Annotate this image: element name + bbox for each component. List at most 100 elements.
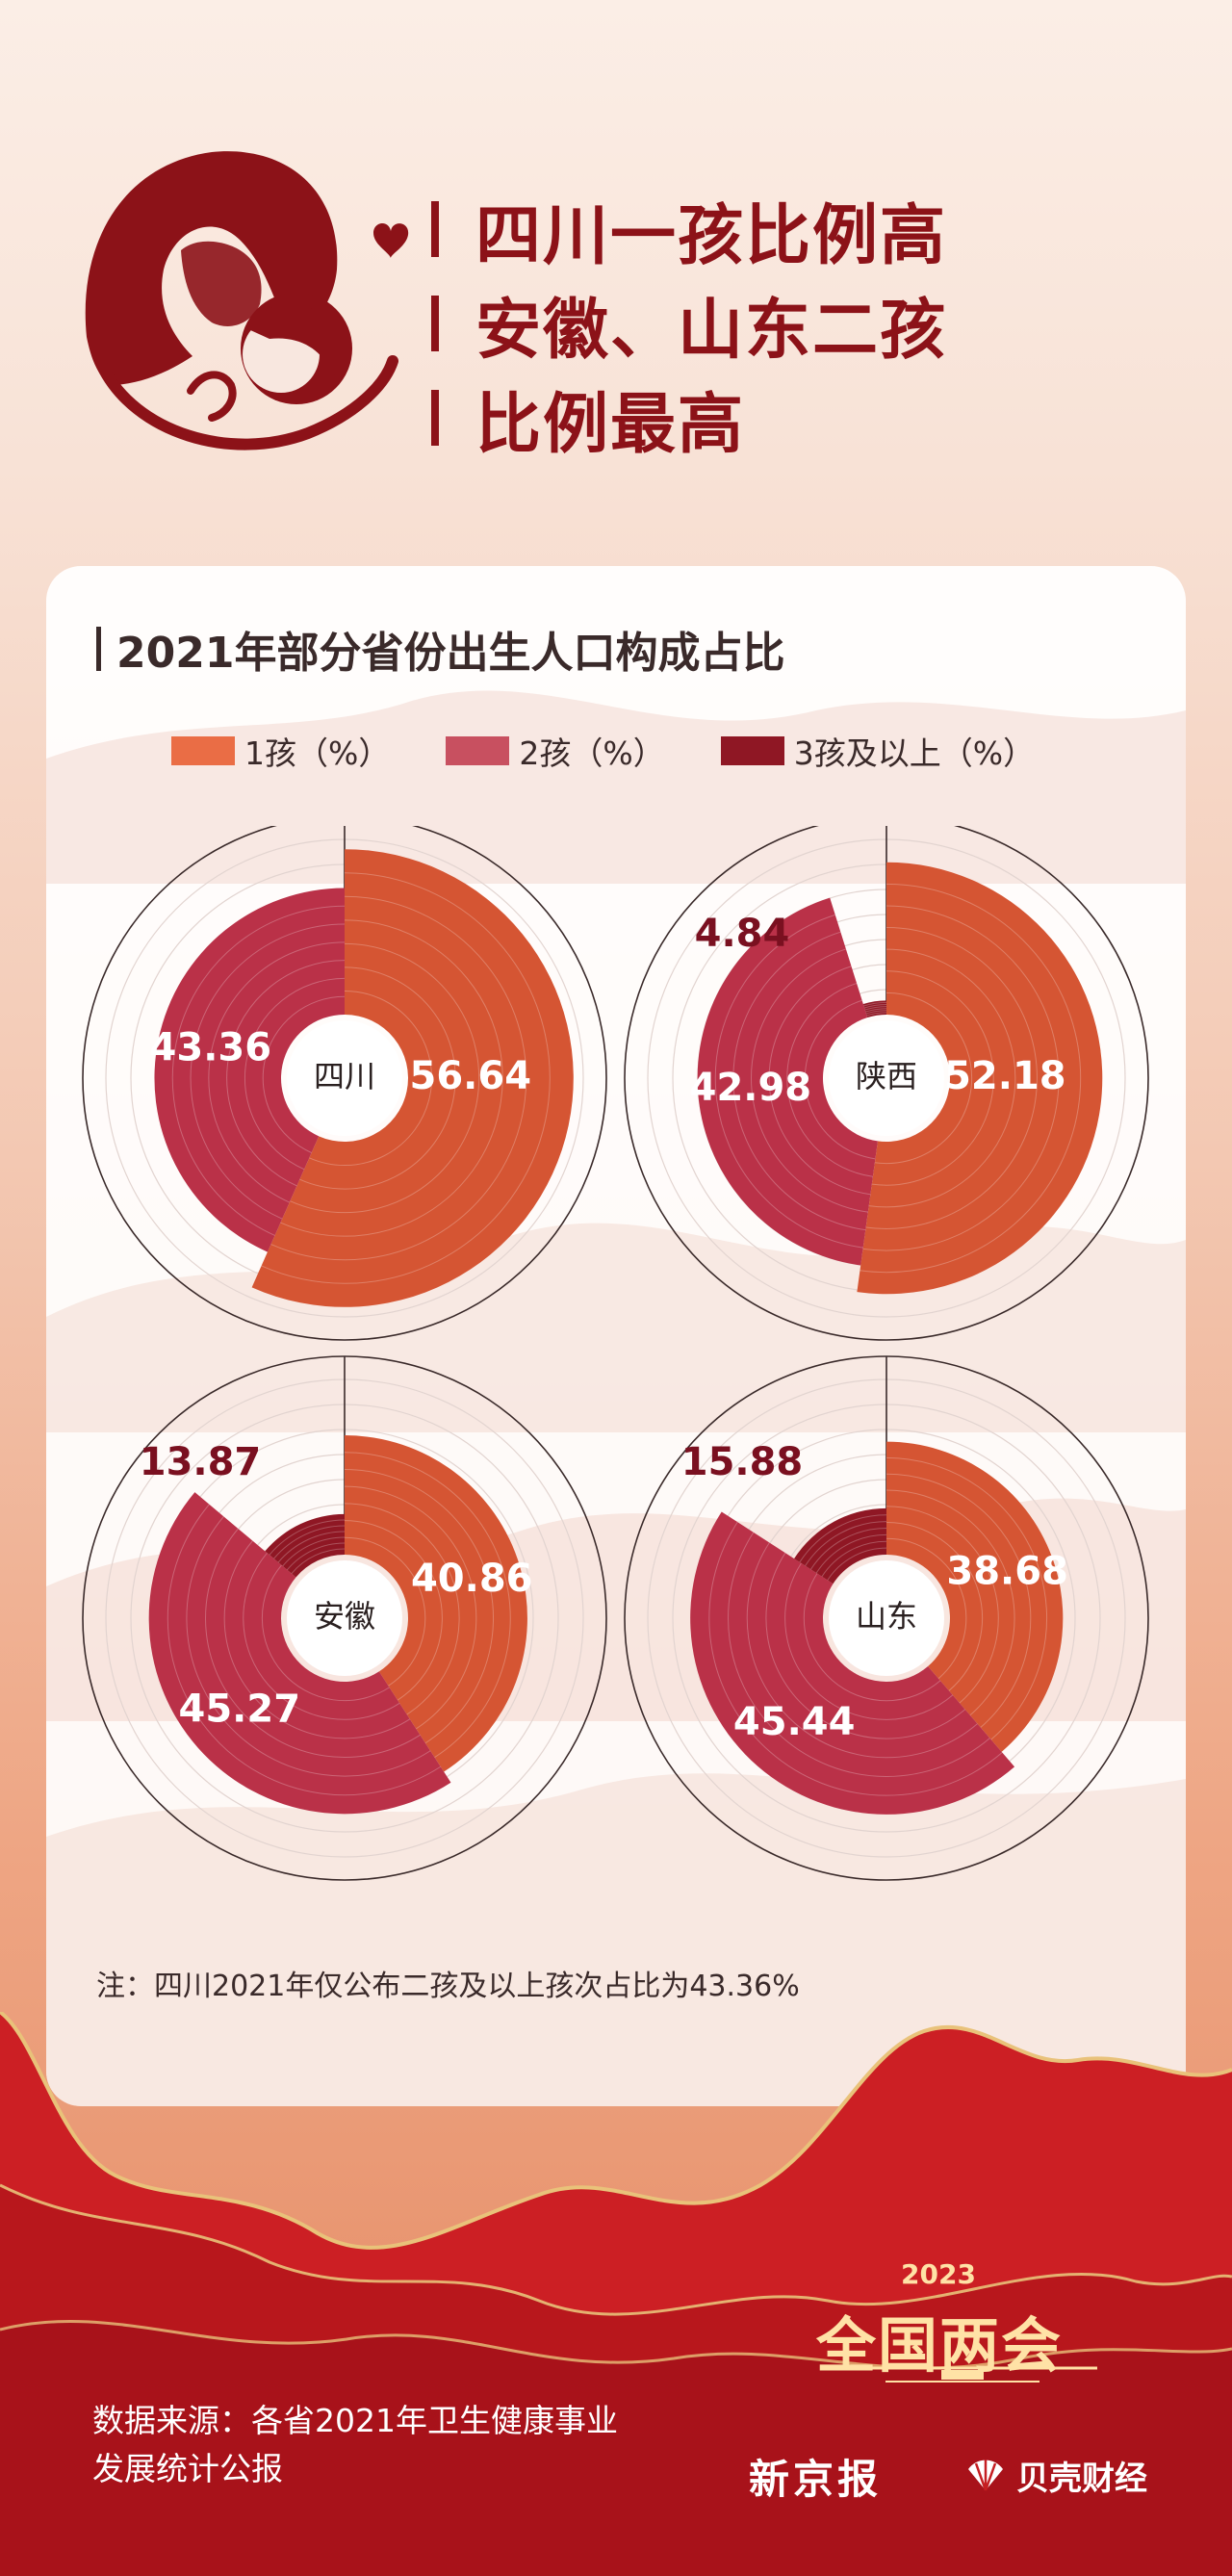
value-label-two-children: 45.27 xyxy=(179,1687,301,1731)
sector-gridline xyxy=(344,1485,477,1730)
sector-gridline xyxy=(270,895,527,1261)
province-label: 陕西 xyxy=(856,1058,917,1095)
sector-gridline xyxy=(344,1452,511,1759)
sector-gridline xyxy=(290,942,480,1214)
brand-name: 贝壳财经 xyxy=(1016,2459,1147,2498)
legend-item-one-child: 1孩（%） xyxy=(171,728,390,774)
chart-title: 2021年部分省份出生人口构成占比 xyxy=(96,622,784,678)
headline-line-2: 安徽、山东二孩 xyxy=(431,283,947,369)
value-label-one-child: 40.86 xyxy=(411,1557,533,1601)
radial-chart-4: 38.68 45.44 15.88 山东 xyxy=(624,1355,1149,1881)
sector-gridline xyxy=(261,1564,390,1702)
sector-one-child xyxy=(857,862,1103,1295)
chart-center xyxy=(287,1020,402,1136)
sector-gridline xyxy=(167,1504,442,1796)
sector-three-plus xyxy=(265,1513,345,1578)
sector-gridline xyxy=(190,923,346,1220)
sector-gridline xyxy=(186,1516,431,1777)
headline-text: 安徽、山东二孩 xyxy=(475,292,948,369)
sector-gridline xyxy=(273,1525,346,1559)
legend-label: 2孩（%） xyxy=(519,734,665,772)
sector-gridline xyxy=(866,1012,887,1017)
data-source-line: 发展统计公报 xyxy=(92,2450,283,2487)
value-label-two-children: 42.98 xyxy=(690,1066,812,1110)
sector-gridline xyxy=(291,1548,346,1574)
sector-gridline xyxy=(309,990,433,1167)
sector-gridline xyxy=(243,1552,400,1720)
province-label: 山东 xyxy=(856,1598,917,1635)
headline-line-3: 比例最高 xyxy=(431,377,745,463)
sector-gridline xyxy=(208,941,346,1203)
brand-logo-xinjingbao: 新京报 xyxy=(749,2456,883,2503)
value-label-one-child: 52.18 xyxy=(944,1054,1066,1098)
sector-gridline xyxy=(815,1533,887,1574)
sector-gridline xyxy=(244,977,346,1171)
chart-legend: 1孩（%） 2孩（%） 3孩及以上（%） xyxy=(171,730,1091,772)
headline-bar xyxy=(431,296,439,351)
data-source-line: 数据来源：各省2021年卫生健康事业 xyxy=(92,2402,618,2439)
radial-chart-3: 40.86 45.27 13.87 安徽 xyxy=(82,1355,607,1881)
sector-gridline xyxy=(269,1519,346,1556)
sector-gridline xyxy=(886,1473,1032,1728)
chart-center xyxy=(829,1560,944,1676)
legend-label: 3孩及以上（%） xyxy=(793,734,1036,772)
sector-gridline xyxy=(863,1004,887,1009)
sector-gridline xyxy=(886,1521,983,1691)
sector-gridline xyxy=(732,931,866,1231)
headline-text: 比例最高 xyxy=(475,386,746,463)
sector-two-children xyxy=(154,888,345,1252)
value-label-three-plus: 13.87 xyxy=(140,1440,262,1484)
sector-gridline xyxy=(864,1006,887,1011)
sector-gridline xyxy=(751,948,868,1213)
sector-gridline xyxy=(821,1540,887,1578)
sector-gridline xyxy=(860,883,1082,1274)
radial-chart-1: 56.64 43.36 四川 xyxy=(82,826,607,1341)
sector-gridline xyxy=(223,1540,411,1739)
chart-note: 注：四川2021年仅公布二孩及以上孩次占比为43.36% xyxy=(96,1970,800,2003)
legend-swatch xyxy=(720,736,784,765)
sector-two-children xyxy=(148,1492,451,1815)
chart-outer-ring xyxy=(82,826,607,1341)
sector-gridline xyxy=(728,1532,990,1777)
sector-gridline xyxy=(874,992,973,1165)
brand-logo-beike: 贝壳财经 xyxy=(962,2451,1147,2499)
shell-icon xyxy=(968,2460,1003,2491)
sector-gridline xyxy=(280,919,503,1237)
sector-gridline xyxy=(886,1506,999,1704)
event-year: 2023 xyxy=(901,2258,976,2290)
value-label-one-child: 38.68 xyxy=(946,1549,1068,1593)
sector-gridline xyxy=(226,960,346,1187)
sector-gridline xyxy=(786,983,873,1177)
sector-gridline xyxy=(871,970,994,1186)
sector-gridline xyxy=(282,1536,346,1567)
chart-center xyxy=(829,1020,944,1136)
legend-item-two-children: 2孩（%） xyxy=(446,728,665,774)
sector-gridline xyxy=(805,1521,887,1566)
sector-gridline xyxy=(286,1542,346,1571)
sector-gridline xyxy=(886,1537,967,1680)
footer-mountains xyxy=(0,2012,1232,2576)
sector-one-child xyxy=(886,1441,1064,1752)
sector-gridline xyxy=(261,872,551,1284)
legend-swatch xyxy=(171,736,235,765)
value-label-three-plus: 4.84 xyxy=(695,912,790,956)
sector-gridline xyxy=(784,1562,954,1720)
sector-gridline xyxy=(344,1536,426,1687)
province-label: 安徽 xyxy=(314,1598,375,1635)
chart-outer-ring xyxy=(624,826,1149,1341)
headline-bar xyxy=(431,201,439,257)
headline-bar xyxy=(431,390,439,446)
sector-gridline xyxy=(277,1531,346,1563)
sector-gridline xyxy=(171,905,346,1236)
chart-title-bar xyxy=(96,627,101,671)
value-label-two-children: 43.36 xyxy=(150,1026,272,1070)
legend-label: 1孩（%） xyxy=(244,734,391,772)
chart-card: 2021年部分省份出生人口构成占比 1孩（%） 2孩（%） 3孩及以上（%） 5… xyxy=(46,566,1186,2106)
sector-gridline xyxy=(299,966,456,1190)
chart-title-text: 2021年部分省份出生人口构成占比 xyxy=(116,629,785,678)
headline-line-1: 四川一孩比例高 xyxy=(431,189,947,274)
chart-center xyxy=(287,1560,402,1676)
sector-gridline xyxy=(809,1527,887,1570)
sector-two-children xyxy=(697,897,878,1266)
sector-gridline xyxy=(886,1489,1015,1716)
